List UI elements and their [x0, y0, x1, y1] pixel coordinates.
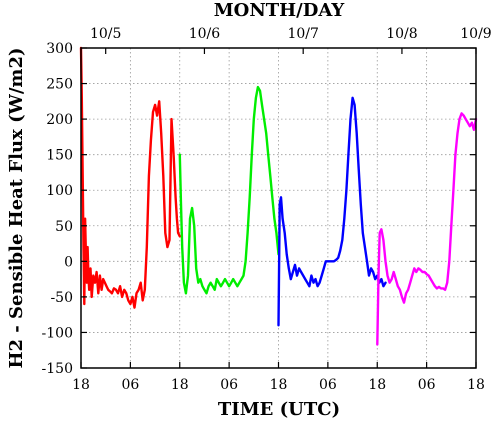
y-tick-label: 0: [64, 254, 73, 270]
y-axis-title: H2 - Sensible Heat Flux (W/m2): [6, 48, 27, 369]
top-tick-label: 10/5: [90, 26, 121, 42]
top-axis-title: MONTH/DAY: [214, 0, 346, 21]
x-tick-label: 06: [418, 377, 436, 393]
series-group: [79, 46, 478, 346]
top-tick-label: 10/7: [287, 26, 318, 42]
top-tick-label: 10/8: [386, 26, 417, 42]
x-tick-label: 18: [72, 377, 90, 393]
x-tick-label: 18: [368, 377, 386, 393]
series-line-1: [79, 46, 182, 309]
series-line-4: [376, 112, 478, 346]
x-tick-label: 18: [270, 377, 288, 393]
x-tick-label: 18: [467, 377, 485, 393]
series-line-3: [277, 96, 387, 327]
y-tick-label: 100: [46, 183, 73, 199]
x-tick-label: 06: [121, 377, 139, 393]
x-tick-label: 06: [220, 377, 238, 393]
series-line-2: [178, 85, 280, 295]
x-tick-label: 18: [171, 377, 189, 393]
top-tick-label: 10/6: [189, 26, 221, 42]
top-tick-label: 10/9: [460, 26, 491, 42]
y-tick-label: -50: [50, 290, 73, 306]
y-tick-label: 200: [46, 112, 73, 128]
x-axis-title: TIME (UTC): [218, 399, 340, 420]
axis-ticks: -150 -100 -50 0 50 100 150 200 250 300 18 06 18 06 18 0…: [42, 26, 492, 393]
y-tick-label: 50: [55, 219, 73, 235]
y-tick-label: 300: [46, 41, 73, 57]
x-tick-label: 06: [319, 377, 337, 393]
y-tick-label: -150: [42, 361, 73, 377]
y-tick-label: 250: [46, 77, 73, 93]
y-tick-label: 150: [46, 148, 73, 164]
y-tick-label: -100: [42, 325, 73, 341]
